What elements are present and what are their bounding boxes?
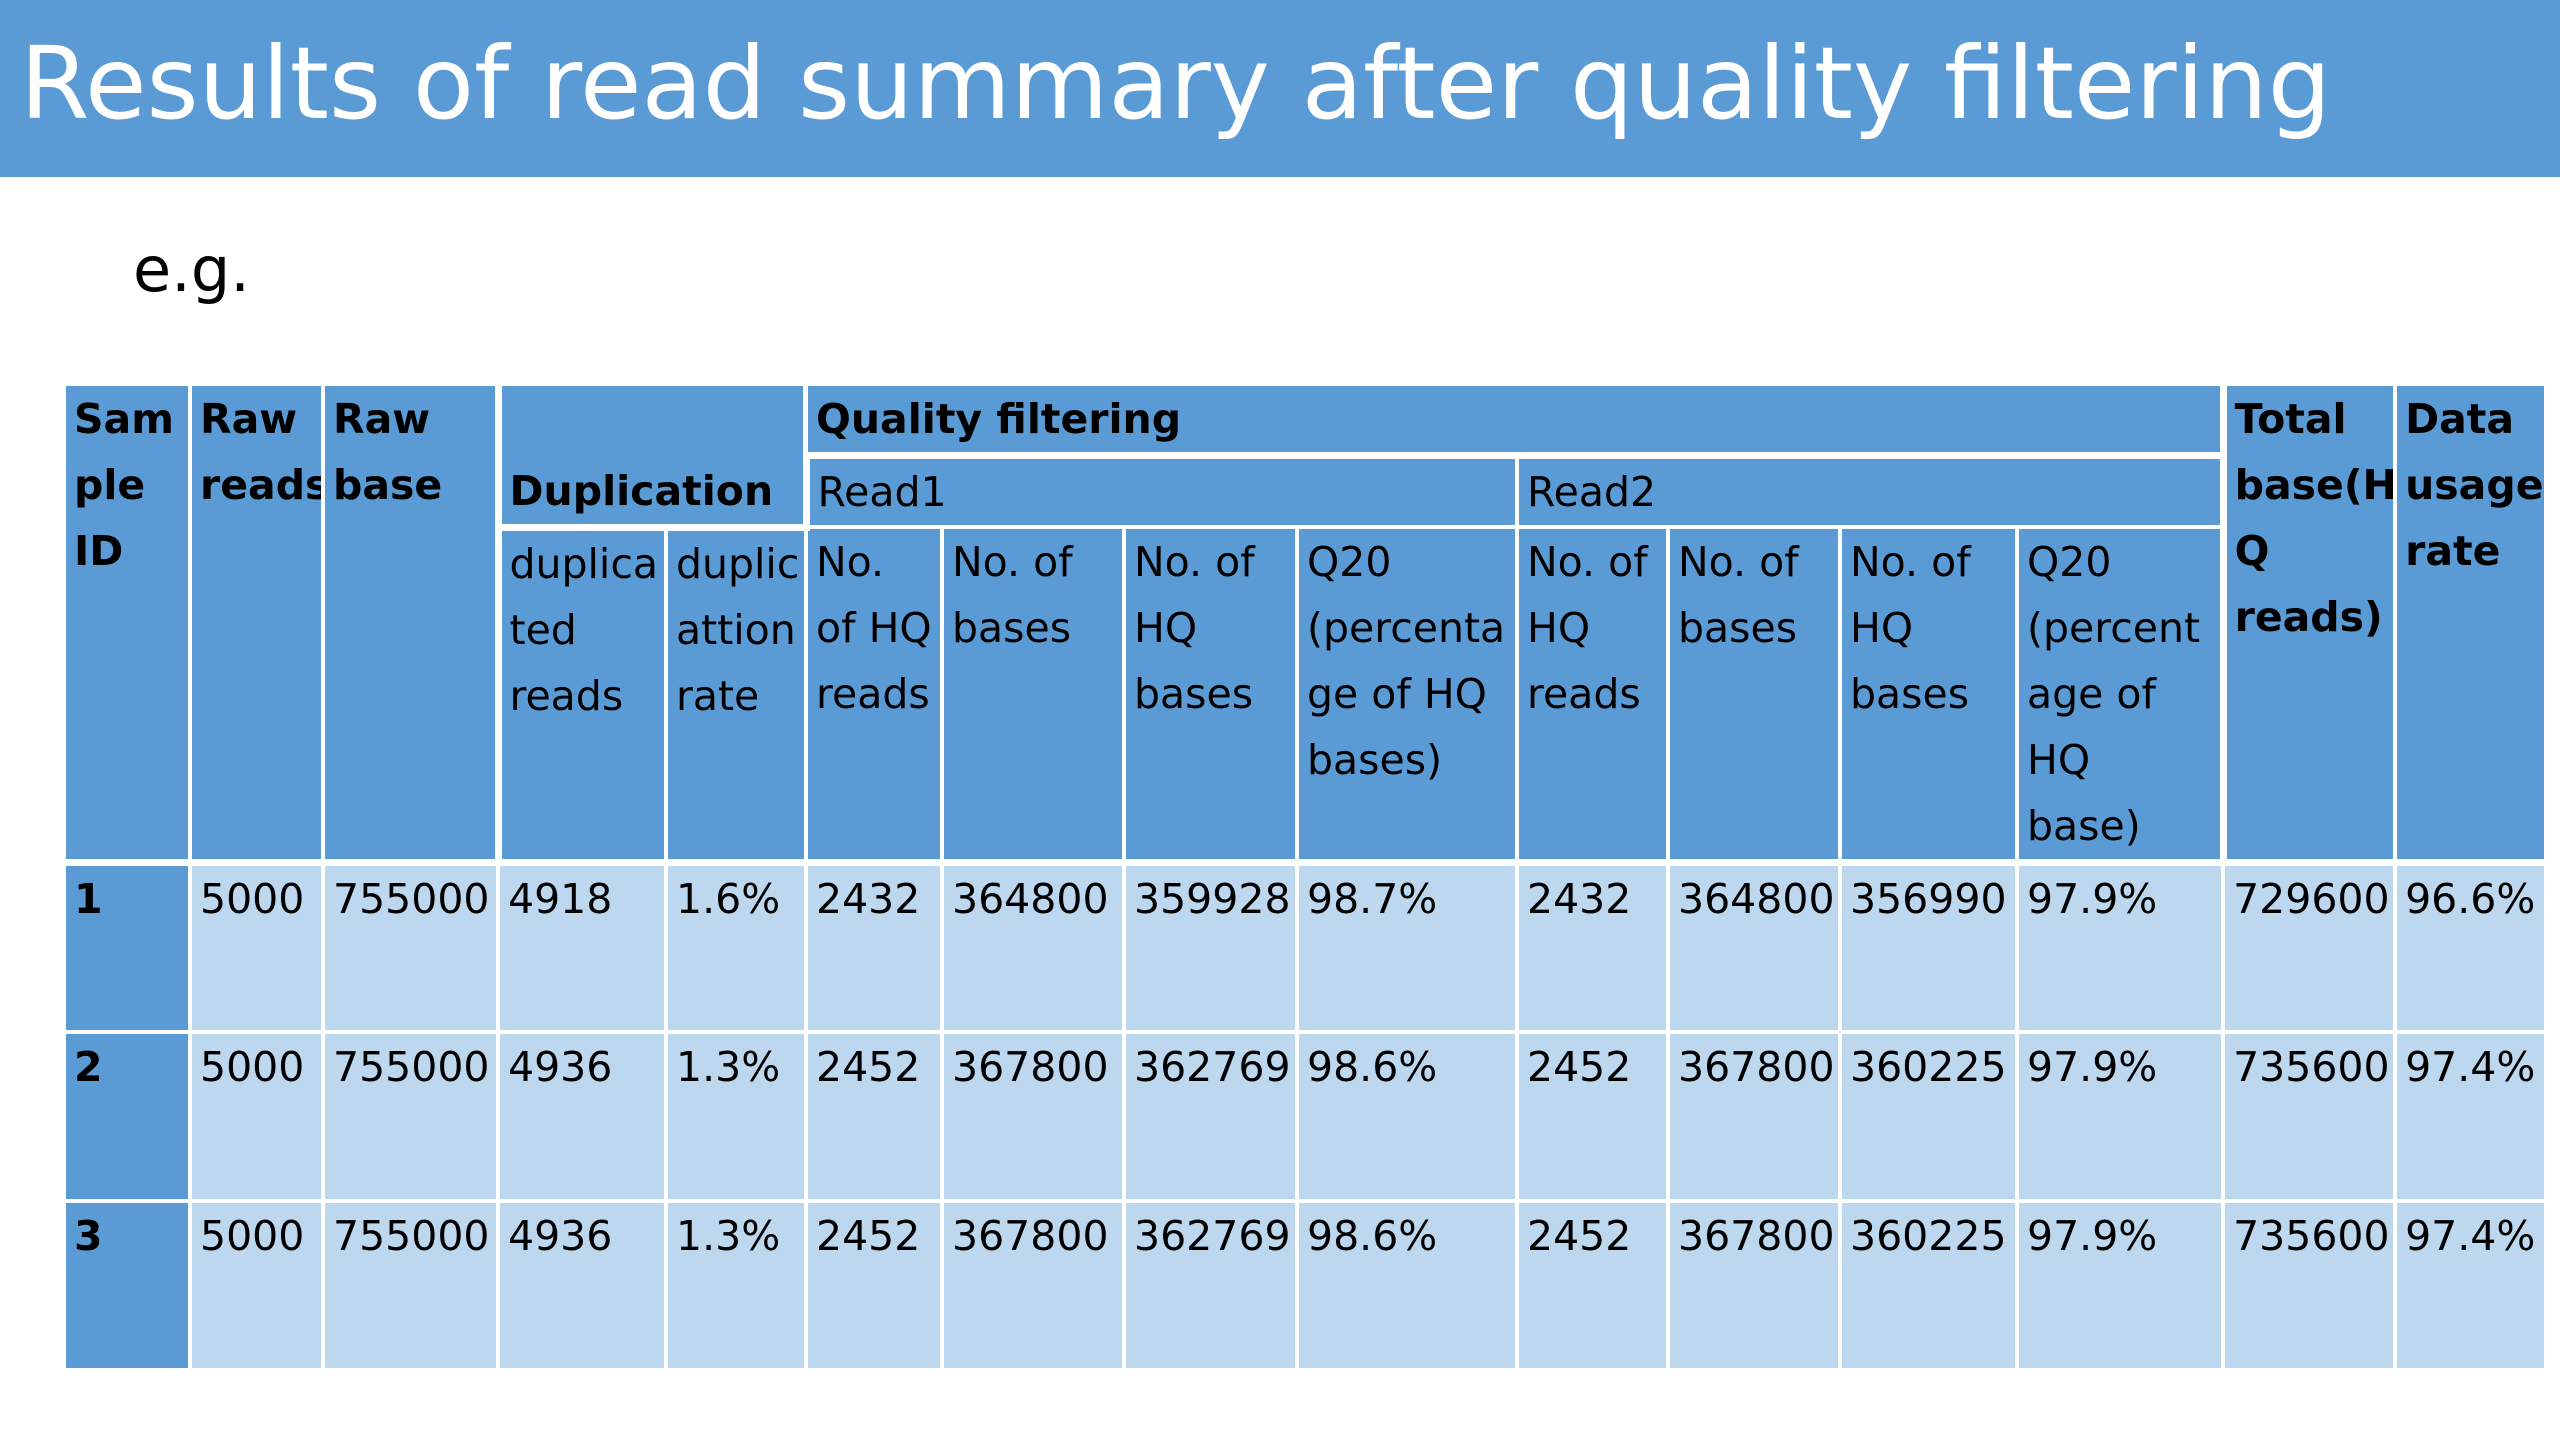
table-cell: 98.6% — [1295, 1029, 1520, 1203]
header-duplicated-reads: duplica ted reads — [494, 523, 668, 866]
header-r2-hq-bases: No. of HQ bases — [1838, 525, 2020, 866]
table-cell: 359928 — [1122, 860, 1300, 1034]
table-row: 3 5000 755000 4936 1.3% 2452 367800 3627… — [62, 1198, 2549, 1372]
table-cell: 2452 — [1515, 1198, 1671, 1372]
table-cell: 1.6% — [663, 860, 809, 1034]
table-cell: 356990 — [1838, 860, 2020, 1034]
title-bar: Results of read summary after quality fi… — [0, 0, 2560, 177]
header-raw-reads: Raw reads — [188, 382, 325, 866]
table-cell: 364800 — [1666, 860, 1843, 1034]
table-cell: 97.9% — [2015, 860, 2226, 1034]
table-cell: 98.7% — [1295, 860, 1520, 1034]
table-cell: 367800 — [940, 1198, 1127, 1372]
table-cell: 97.9% — [2015, 1029, 2226, 1203]
header-r1-hq-bases: No. of HQ bases — [1122, 525, 1300, 866]
table-cell: 362769 — [1122, 1198, 1300, 1372]
table-cell: 5000 — [188, 1198, 325, 1372]
table-cell: 755000 — [321, 860, 500, 1034]
table-cell: 2432 — [1515, 860, 1671, 1034]
table-cell: 97.4% — [2393, 1029, 2549, 1203]
header-quality-filtering: Quality filtering — [804, 382, 2226, 459]
table-cell: 755000 — [321, 1029, 500, 1203]
table-row: 1 5000 755000 4918 1.6% 2432 364800 3599… — [62, 860, 2549, 1034]
table-cell: 2452 — [804, 1029, 945, 1203]
header-r2-bases: No. of bases — [1666, 525, 1843, 866]
header-r1-q20: Q20 (percenta ge of HQ bases) — [1295, 525, 1520, 866]
table-cell: 2 — [62, 1029, 192, 1203]
table-cell: 2452 — [804, 1198, 945, 1372]
table-row: 2 5000 755000 4936 1.3% 2452 367800 3627… — [62, 1029, 2549, 1203]
table-cell: 367800 — [940, 1029, 1127, 1203]
table-cell: 4918 — [496, 860, 668, 1034]
table-cell: 96.6% — [2393, 860, 2549, 1034]
table-cell: 362769 — [1122, 1029, 1300, 1203]
header-r2-hq-reads: No. of HQ reads — [1515, 525, 1671, 866]
header-raw-base: Raw base — [321, 382, 502, 866]
table-cell: 5000 — [188, 860, 325, 1034]
header-total-base: Total base(H Q reads) — [2219, 382, 2398, 866]
table-cell: 97.4% — [2393, 1198, 2549, 1372]
header-duplication-rate: duplic attion rate — [663, 523, 809, 866]
slide-subtitle: e.g. — [133, 233, 250, 306]
slide-title: Results of read summary after quality fi… — [20, 25, 2332, 142]
header-sample-id: Sam ple ID — [62, 382, 192, 866]
table-cell: 2452 — [1515, 1029, 1671, 1203]
table-cell: 735600 — [2221, 1198, 2398, 1372]
table-cell: 735600 — [2221, 1029, 2398, 1203]
header-row-2: Read1 Read2 — [64, 453, 2546, 529]
header-r1-bases: No. of bases — [940, 525, 1127, 866]
table-cell: 1 — [62, 860, 192, 1034]
table-cell: 97.9% — [2015, 1198, 2226, 1372]
header-duplication: Duplication — [495, 382, 809, 529]
table-cell: 3 — [62, 1198, 192, 1372]
table-cell: 4936 — [496, 1029, 668, 1203]
table-cell: 98.6% — [1295, 1198, 1520, 1372]
header-row-1: Sam ple ID Raw reads Raw base Duplicatio… — [62, 382, 2549, 866]
table-cell: 360225 — [1838, 1198, 2020, 1372]
header-r1-hq-reads: No. of HQ reads — [804, 525, 945, 866]
table-cell: 364800 — [940, 860, 1127, 1034]
header-read2: Read2 — [1515, 453, 2227, 529]
table-cell: 1.3% — [663, 1029, 809, 1203]
header-data-usage-rate: Data usage rate — [2393, 382, 2549, 866]
table-cell: 755000 — [321, 1198, 500, 1372]
table-cell: 367800 — [1666, 1029, 1843, 1203]
read-summary-table: Sam ple ID Raw reads Raw base Duplicatio… — [62, 382, 2549, 1372]
table-cell: 5000 — [188, 1029, 325, 1203]
header-r2-q20: Q20 (percent age of HQ base) — [2015, 525, 2226, 866]
table-cell: 367800 — [1666, 1198, 1843, 1372]
header-row-3: duplica ted reads duplic attion rate No.… — [64, 523, 2546, 866]
header-read1: Read1 — [802, 453, 1520, 529]
table-cell: 4936 — [496, 1198, 668, 1372]
table-cell: 729600 — [2221, 860, 2398, 1034]
table-cell: 2432 — [804, 860, 945, 1034]
table-cell: 1.3% — [663, 1198, 809, 1372]
table-cell: 360225 — [1838, 1029, 2020, 1203]
